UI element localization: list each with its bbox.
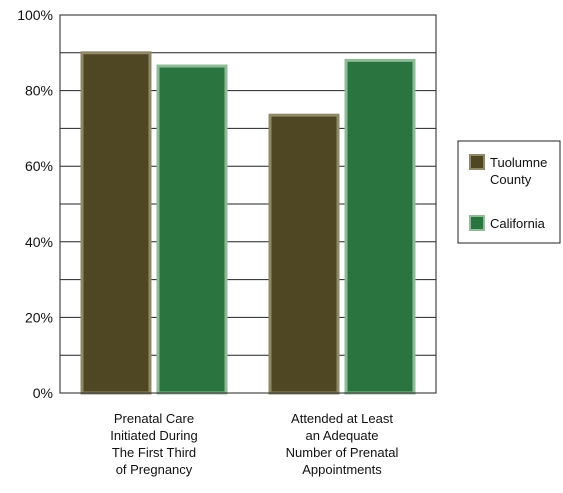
x-axis: Prenatal Care Initiated During The First T…	[110, 411, 398, 477]
x-category-label: Prenatal Care Initiated During The First T…	[110, 411, 197, 477]
x-category-label: Attended at Least an Adequate Number of Pr…	[286, 411, 399, 477]
bars	[80, 51, 416, 395]
bar	[80, 51, 152, 395]
bar	[156, 64, 228, 395]
legend-label: California	[490, 216, 546, 231]
legend-swatch	[469, 154, 485, 170]
plot-frame	[59, 14, 437, 394]
legend: Tuolumne County California	[457, 140, 561, 244]
y-tick-label: 60%	[25, 158, 53, 174]
legend-swatch	[469, 215, 485, 231]
y-tick-label: 40%	[25, 234, 53, 250]
bar	[268, 113, 340, 395]
y-tick-label: 80%	[25, 83, 53, 99]
y-tick-label: 20%	[25, 309, 53, 325]
legend-label: Tuolumne County	[490, 155, 547, 187]
bar	[344, 58, 416, 395]
y-tick-label: 100%	[17, 7, 53, 23]
y-axis: 0% 20% 40% 60% 80% 100%	[17, 7, 53, 401]
y-tick-label: 0%	[33, 385, 53, 401]
